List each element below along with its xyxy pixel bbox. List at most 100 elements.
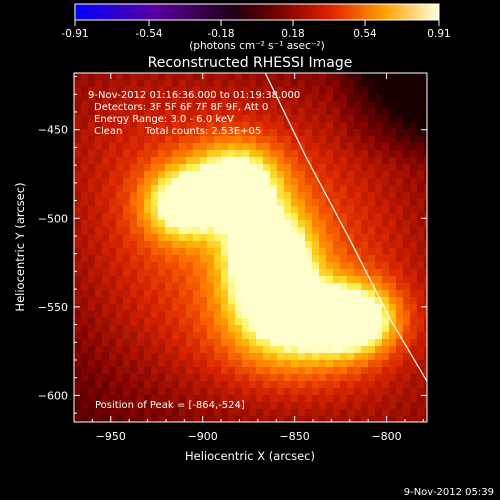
heatmap-cell xyxy=(193,129,200,136)
heatmap-cell xyxy=(277,241,284,248)
heatmap-cell xyxy=(200,199,207,206)
heatmap-cell xyxy=(137,150,144,157)
heatmap-cell xyxy=(368,101,375,108)
heatmap-cell xyxy=(74,136,81,143)
heatmap-cell xyxy=(172,87,179,94)
heatmap-cell xyxy=(102,402,109,409)
heatmap-cell xyxy=(144,80,151,87)
heatmap-cell xyxy=(249,220,256,227)
heatmap-cell xyxy=(284,234,291,241)
heatmap-cell xyxy=(270,150,277,157)
heatmap-cell xyxy=(319,101,326,108)
heatmap-cell xyxy=(144,213,151,220)
heatmap-cell xyxy=(123,339,130,346)
heatmap-cell xyxy=(319,374,326,381)
heatmap-cell xyxy=(228,318,235,325)
heatmap-cell xyxy=(158,199,165,206)
heatmap-cell xyxy=(270,73,277,80)
heatmap-cell xyxy=(277,220,284,227)
heatmap-cell xyxy=(396,122,403,129)
heatmap-cell xyxy=(277,388,284,395)
heatmap-cell xyxy=(284,192,291,199)
heatmap-cell xyxy=(214,353,221,360)
heatmap-cell xyxy=(137,416,144,422)
heatmap-cell xyxy=(130,87,137,94)
heatmap-cell xyxy=(291,325,298,332)
heatmap-cell xyxy=(319,402,326,409)
heatmap-cell xyxy=(242,374,249,381)
heatmap-cell xyxy=(81,255,88,262)
heatmap-cell xyxy=(179,339,186,346)
heatmap-cell xyxy=(242,94,249,101)
heatmap-cell xyxy=(256,395,263,402)
heatmap-cell xyxy=(298,101,305,108)
heatmap-cell xyxy=(403,213,410,220)
heatmap-cell xyxy=(165,87,172,94)
heatmap-cell xyxy=(284,311,291,318)
heatmap-cell xyxy=(263,276,270,283)
heatmap-cell xyxy=(354,311,361,318)
heatmap-cell xyxy=(291,255,298,262)
heatmap-cell xyxy=(88,311,95,318)
heatmap-cell xyxy=(298,185,305,192)
heatmap-cell xyxy=(207,297,214,304)
heatmap-cell xyxy=(95,101,102,108)
heatmap-cell xyxy=(200,213,207,220)
heatmap-cell xyxy=(305,311,312,318)
heatmap-cell xyxy=(333,388,340,395)
heatmap-cell xyxy=(130,227,137,234)
heatmap-cell xyxy=(207,115,214,122)
heatmap-cell xyxy=(298,402,305,409)
heatmap-cell xyxy=(277,171,284,178)
heatmap-cell xyxy=(396,388,403,395)
heatmap-cell xyxy=(179,325,186,332)
heatmap-cell xyxy=(186,318,193,325)
heatmap-cell xyxy=(319,388,326,395)
heatmap-cell xyxy=(200,220,207,227)
heatmap-cell xyxy=(165,248,172,255)
heatmap-cell xyxy=(165,94,172,101)
heatmap-cell xyxy=(354,87,361,94)
heatmap-cell xyxy=(242,101,249,108)
heatmap-cell xyxy=(298,255,305,262)
heatmap-cell xyxy=(144,269,151,276)
heatmap-cell xyxy=(116,199,123,206)
heatmap-cell xyxy=(144,255,151,262)
heatmap-cell xyxy=(270,276,277,283)
heatmap-cell xyxy=(249,80,256,87)
heatmap-cell xyxy=(228,185,235,192)
heatmap-cell xyxy=(417,101,424,108)
heatmap-cell xyxy=(319,157,326,164)
heatmap-cell xyxy=(284,353,291,360)
heatmap-cell xyxy=(403,367,410,374)
heatmap-cell xyxy=(291,395,298,402)
heatmap-cell xyxy=(277,213,284,220)
heatmap-cell xyxy=(347,178,354,185)
heatmap-cell xyxy=(242,283,249,290)
heatmap-cell xyxy=(116,346,123,353)
heatmap-cell xyxy=(368,108,375,115)
heatmap-cell xyxy=(382,234,389,241)
heatmap-cell xyxy=(263,143,270,150)
heatmap-cell xyxy=(242,339,249,346)
heatmap-cell xyxy=(193,290,200,297)
heatmap-cell xyxy=(312,367,319,374)
heatmap-cell xyxy=(382,143,389,150)
heatmap-cell xyxy=(144,101,151,108)
heatmap-cell xyxy=(333,395,340,402)
y-tick-label: −500 xyxy=(38,212,68,225)
heatmap-cell xyxy=(417,80,424,87)
heatmap-cell xyxy=(368,94,375,101)
heatmap-cell xyxy=(95,227,102,234)
heatmap-cell xyxy=(200,262,207,269)
heatmap-cell xyxy=(214,234,221,241)
heatmap-cell xyxy=(340,115,347,122)
heatmap-cell xyxy=(74,199,81,206)
heatmap-cell xyxy=(88,234,95,241)
heatmap-cell xyxy=(186,234,193,241)
heatmap-cell xyxy=(312,185,319,192)
heatmap-cell xyxy=(207,178,214,185)
heatmap-cell xyxy=(116,255,123,262)
heatmap-cell xyxy=(172,360,179,367)
heatmap-cell xyxy=(144,206,151,213)
